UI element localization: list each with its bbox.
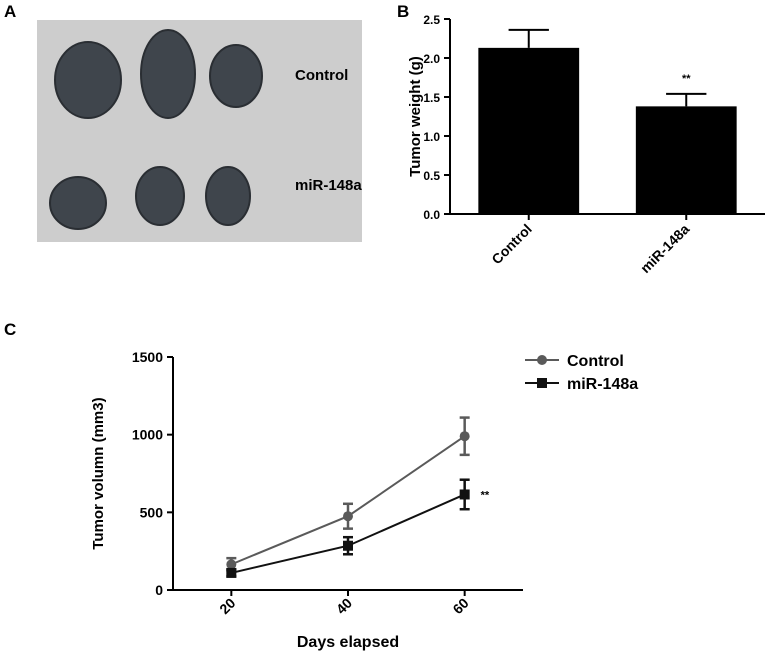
y-axis-title: Tumor volumn (mm3) <box>90 397 107 549</box>
x-tick-label: 20 <box>216 595 238 617</box>
bar <box>635 106 737 214</box>
tumor <box>209 44 263 108</box>
row-label: miR-148a <box>295 177 362 194</box>
y-axis-title: Tumor weight (g) <box>407 56 424 177</box>
marker <box>343 540 353 551</box>
marker <box>459 489 470 500</box>
tumor <box>54 41 122 119</box>
panel-letter: A <box>4 2 16 21</box>
annotation: ** <box>481 489 490 501</box>
y-tick-label: 1.0 <box>423 130 440 144</box>
y-tick-label: 1500 <box>132 349 163 365</box>
y-tick-label: 1000 <box>132 427 163 443</box>
y-tick-label: 0.5 <box>423 169 440 183</box>
y-tick-label: 0.0 <box>423 208 440 222</box>
marker <box>226 567 237 578</box>
x-tick-label: 60 <box>449 595 471 617</box>
marker <box>343 511 353 522</box>
tumor <box>135 166 185 226</box>
panel-letter: B <box>397 2 409 21</box>
tumor <box>140 29 196 119</box>
tumors <box>49 29 263 230</box>
row-label: Control <box>295 67 348 84</box>
legend-marker <box>537 355 547 365</box>
annotation: ** <box>682 73 691 85</box>
x-tick-label: miR-148a <box>637 221 692 276</box>
y-tick-label: 1.5 <box>423 91 440 105</box>
tumor <box>49 176 107 230</box>
x-tick-label: Control <box>488 221 535 268</box>
bar <box>478 47 580 214</box>
y-tick-label: 2.5 <box>423 13 440 27</box>
panel-letter: C <box>4 320 16 339</box>
marker <box>459 431 470 442</box>
y-tick-label: 2.0 <box>423 52 440 66</box>
legend-label: miR-148a <box>567 376 638 393</box>
legend-label: Control <box>567 353 624 370</box>
marker <box>226 559 237 570</box>
legend-marker <box>537 378 547 388</box>
x-tick-label: 40 <box>333 595 355 617</box>
tumor <box>205 166 251 226</box>
x-axis-title: Days elapsed <box>297 634 399 651</box>
y-tick-label: 500 <box>140 504 164 520</box>
y-tick-label: 0 <box>155 582 163 598</box>
